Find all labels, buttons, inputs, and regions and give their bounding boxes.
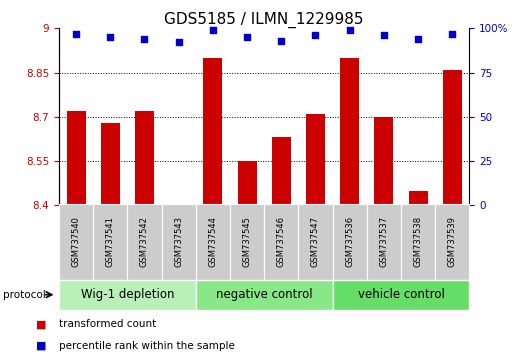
- Point: [72, 31, 80, 36]
- Bar: [196, 204, 230, 280]
- Text: ■: ■: [36, 319, 46, 329]
- Text: Wig-1 depletion: Wig-1 depletion: [81, 288, 174, 301]
- Text: GSM737543: GSM737543: [174, 216, 183, 267]
- Text: protocol: protocol: [3, 290, 45, 299]
- Bar: [367, 204, 401, 280]
- Bar: [306, 114, 325, 205]
- Point: [209, 27, 217, 33]
- Bar: [135, 111, 154, 205]
- Bar: [67, 111, 86, 205]
- Bar: [272, 137, 291, 205]
- Text: transformed count: transformed count: [59, 319, 156, 329]
- Bar: [340, 58, 359, 205]
- Point: [243, 34, 251, 40]
- Point: [448, 31, 457, 36]
- Bar: [169, 204, 188, 205]
- Text: GSM737545: GSM737545: [243, 216, 251, 267]
- Bar: [401, 204, 435, 280]
- Text: GSM737540: GSM737540: [72, 216, 81, 267]
- Bar: [299, 204, 332, 280]
- Text: vehicle control: vehicle control: [358, 288, 444, 301]
- Bar: [374, 117, 393, 205]
- Point: [174, 40, 183, 45]
- Point: [141, 36, 149, 42]
- Text: GSM737547: GSM737547: [311, 216, 320, 267]
- Text: GSM737542: GSM737542: [140, 216, 149, 267]
- Bar: [59, 280, 196, 310]
- Text: GSM737544: GSM737544: [208, 216, 218, 267]
- Bar: [93, 204, 127, 280]
- Bar: [204, 58, 222, 205]
- Title: GDS5185 / ILMN_1229985: GDS5185 / ILMN_1229985: [165, 12, 364, 28]
- Bar: [162, 204, 196, 280]
- Bar: [332, 280, 469, 310]
- Text: GSM737537: GSM737537: [380, 216, 388, 267]
- Text: negative control: negative control: [216, 288, 312, 301]
- Bar: [435, 204, 469, 280]
- Bar: [264, 204, 299, 280]
- Bar: [230, 204, 264, 280]
- Bar: [127, 204, 162, 280]
- Point: [277, 38, 285, 44]
- Bar: [409, 190, 427, 205]
- Bar: [101, 123, 120, 205]
- Bar: [332, 204, 367, 280]
- Point: [106, 34, 114, 40]
- Point: [346, 27, 354, 33]
- Text: GSM737536: GSM737536: [345, 216, 354, 267]
- Point: [380, 33, 388, 38]
- Text: GSM737546: GSM737546: [277, 216, 286, 267]
- Bar: [238, 161, 256, 205]
- Text: ■: ■: [36, 341, 46, 350]
- Point: [414, 36, 422, 42]
- Point: [311, 33, 320, 38]
- Text: GSM737539: GSM737539: [448, 216, 457, 267]
- Bar: [59, 204, 93, 280]
- Text: percentile rank within the sample: percentile rank within the sample: [59, 341, 235, 350]
- Bar: [196, 280, 332, 310]
- Bar: [443, 70, 462, 205]
- Text: GSM737541: GSM737541: [106, 216, 115, 267]
- Text: GSM737538: GSM737538: [413, 216, 423, 267]
